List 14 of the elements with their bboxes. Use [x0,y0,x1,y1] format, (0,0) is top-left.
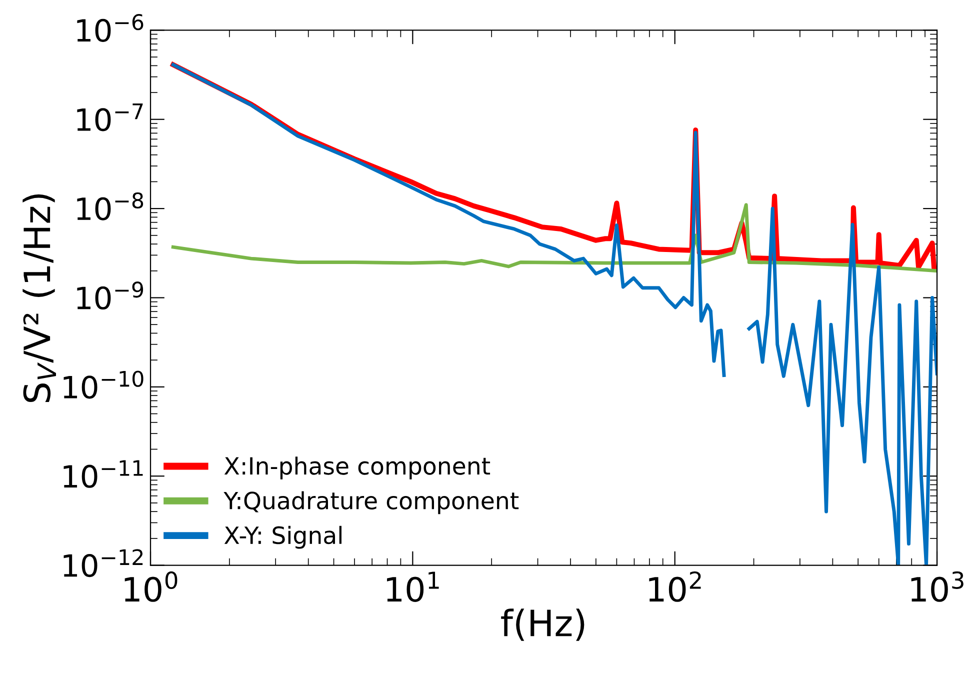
x-axis-title: f(Hz) [501,608,584,641]
y-tick-label: 10$^{−9}$ [77,282,144,310]
x-tick-label: 10$^{1}$ [387,572,439,602]
y-tick-label: 10$^{−8}$ [77,192,144,220]
y-tick-label: 10$^{−6}$ [77,14,144,42]
y-tick-label: 10$^{−7}$ [77,103,143,132]
legend-label: X-Y: Signal [224,526,342,549]
y-tick-label: 10$^{−11}$ [64,460,143,488]
x-tick-label: 10$^{3}$ [911,571,964,602]
legend-label: Y:Quadrature component [224,491,519,514]
y-axis-title: S$_{V}$/V² (1/Hz) [22,194,56,402]
legend-label: X:In-phase component [224,456,490,480]
x-tick-label: 10$^{2}$ [649,571,701,602]
y-tick-label: 10$^{−10}$ [64,370,144,399]
